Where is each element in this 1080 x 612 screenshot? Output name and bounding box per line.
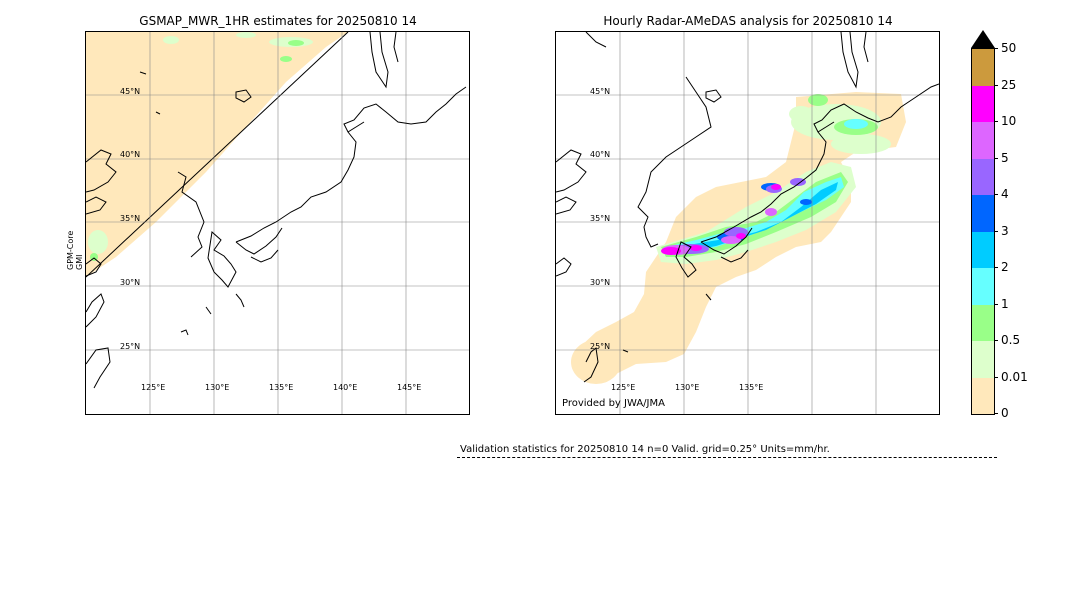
right-map: 45°N 40°N 35°N 30°N 25°N 125°E 130°E 135… xyxy=(555,31,940,415)
left-map-graphic xyxy=(86,32,469,414)
colorbar-band xyxy=(972,341,994,378)
rain-patch xyxy=(236,32,256,38)
colorbar-tick-mark xyxy=(994,121,998,122)
colorbar-tick-label: 4 xyxy=(1001,187,1009,201)
right-lon-label-130: 130°E xyxy=(675,383,700,392)
right-map-graphic xyxy=(556,32,939,414)
colorbar-tick-mark xyxy=(994,303,998,305)
colorbar-tick-label: 50 xyxy=(1001,41,1017,55)
colorbar-band xyxy=(972,158,994,195)
sensor-label: GPM-Core GMI xyxy=(66,231,84,270)
colorbar-extend-arrow xyxy=(971,30,995,48)
validation-stats: Validation statistics for 20250810 14 n=… xyxy=(460,444,830,455)
right-map-title: Hourly Radar-AMeDAS analysis for 2025081… xyxy=(603,14,893,28)
swath-edge xyxy=(86,32,349,278)
colorbar-tick-label: 3 xyxy=(1001,223,1009,238)
left-lat-label-40: 40°N xyxy=(120,150,141,159)
right-lat-label-40: 40°N xyxy=(590,150,611,159)
colorbar-tick-label: 0 xyxy=(1001,406,1009,420)
colorbar-band xyxy=(972,49,994,86)
right-lon-label-125: 125°E xyxy=(611,383,636,392)
colorbar-tick-label: 10 xyxy=(1001,114,1017,128)
colorbar-band xyxy=(972,268,994,305)
colorbar xyxy=(971,48,995,415)
right-lat-label-30: 30°N xyxy=(590,278,611,287)
colorbar-band xyxy=(972,85,994,122)
rain-patch xyxy=(88,230,108,254)
rain-10 xyxy=(661,184,781,255)
colorbar-tick-label: 1 xyxy=(1001,296,1009,311)
rain-patch xyxy=(280,56,292,62)
colorbar-band xyxy=(972,195,994,232)
right-lat-label-25: 25°N xyxy=(590,342,611,351)
graticule xyxy=(86,32,469,414)
colorbar-band xyxy=(972,377,994,414)
left-lon-label-145: 145°E xyxy=(397,383,422,392)
colorbar-band xyxy=(972,304,994,341)
sensor-line-2: GMI xyxy=(75,254,84,270)
left-map: 45°N 40°N 35°N 30°N 25°N 125°E 130°E 135… xyxy=(85,31,470,415)
coastlines xyxy=(556,32,939,383)
left-map-title: GSMAP_MWR_1HR estimates for 20250810 14 xyxy=(139,14,417,28)
colorbar-tick-mark xyxy=(994,413,998,414)
colorbar-tick-mark xyxy=(994,230,998,232)
right-lat-label-35: 35°N xyxy=(590,214,611,223)
stats-underline xyxy=(457,457,997,458)
rain-patch xyxy=(163,36,179,44)
left-lon-label-140: 140°E xyxy=(333,383,358,392)
left-lat-label-35: 35°N xyxy=(120,214,141,223)
colorbar-tick-label: 0.01 xyxy=(1001,369,1028,384)
rain-patch xyxy=(288,40,304,46)
data-credit: Provided by JWA/JMA xyxy=(562,398,665,409)
coastlines xyxy=(86,32,467,389)
sensor-line-1: GPM-Core xyxy=(66,230,75,270)
graticule xyxy=(556,32,939,414)
colorbar-tick-mark xyxy=(994,48,998,49)
left-lat-label-30: 30°N xyxy=(120,278,141,287)
left-lon-label-135: 135°E xyxy=(269,383,294,392)
colorbar-tick-label: 25 xyxy=(1001,77,1017,92)
colorbar-tick-mark xyxy=(994,376,998,378)
colorbar-tick-label: 2 xyxy=(1001,260,1009,274)
colorbar-tick-mark xyxy=(994,84,998,86)
colorbar-band xyxy=(972,122,994,159)
colorbar-tick-mark xyxy=(994,267,998,268)
colorbar-band xyxy=(972,231,994,268)
colorbar-tick-label: 0.5 xyxy=(1001,333,1021,347)
left-lon-label-125: 125°E xyxy=(141,383,166,392)
left-lat-label-25: 25°N xyxy=(120,342,141,351)
left-lat-label-45: 45°N xyxy=(120,87,141,96)
colorbar-tick-mark xyxy=(994,157,998,159)
left-lon-label-130: 130°E xyxy=(205,383,230,392)
right-lon-label-135: 135°E xyxy=(739,383,764,392)
right-lat-label-45: 45°N xyxy=(590,87,611,96)
colorbar-tick-mark xyxy=(994,340,998,341)
colorbar-tick-mark xyxy=(994,194,998,195)
colorbar-tick-label: 5 xyxy=(1001,150,1009,165)
